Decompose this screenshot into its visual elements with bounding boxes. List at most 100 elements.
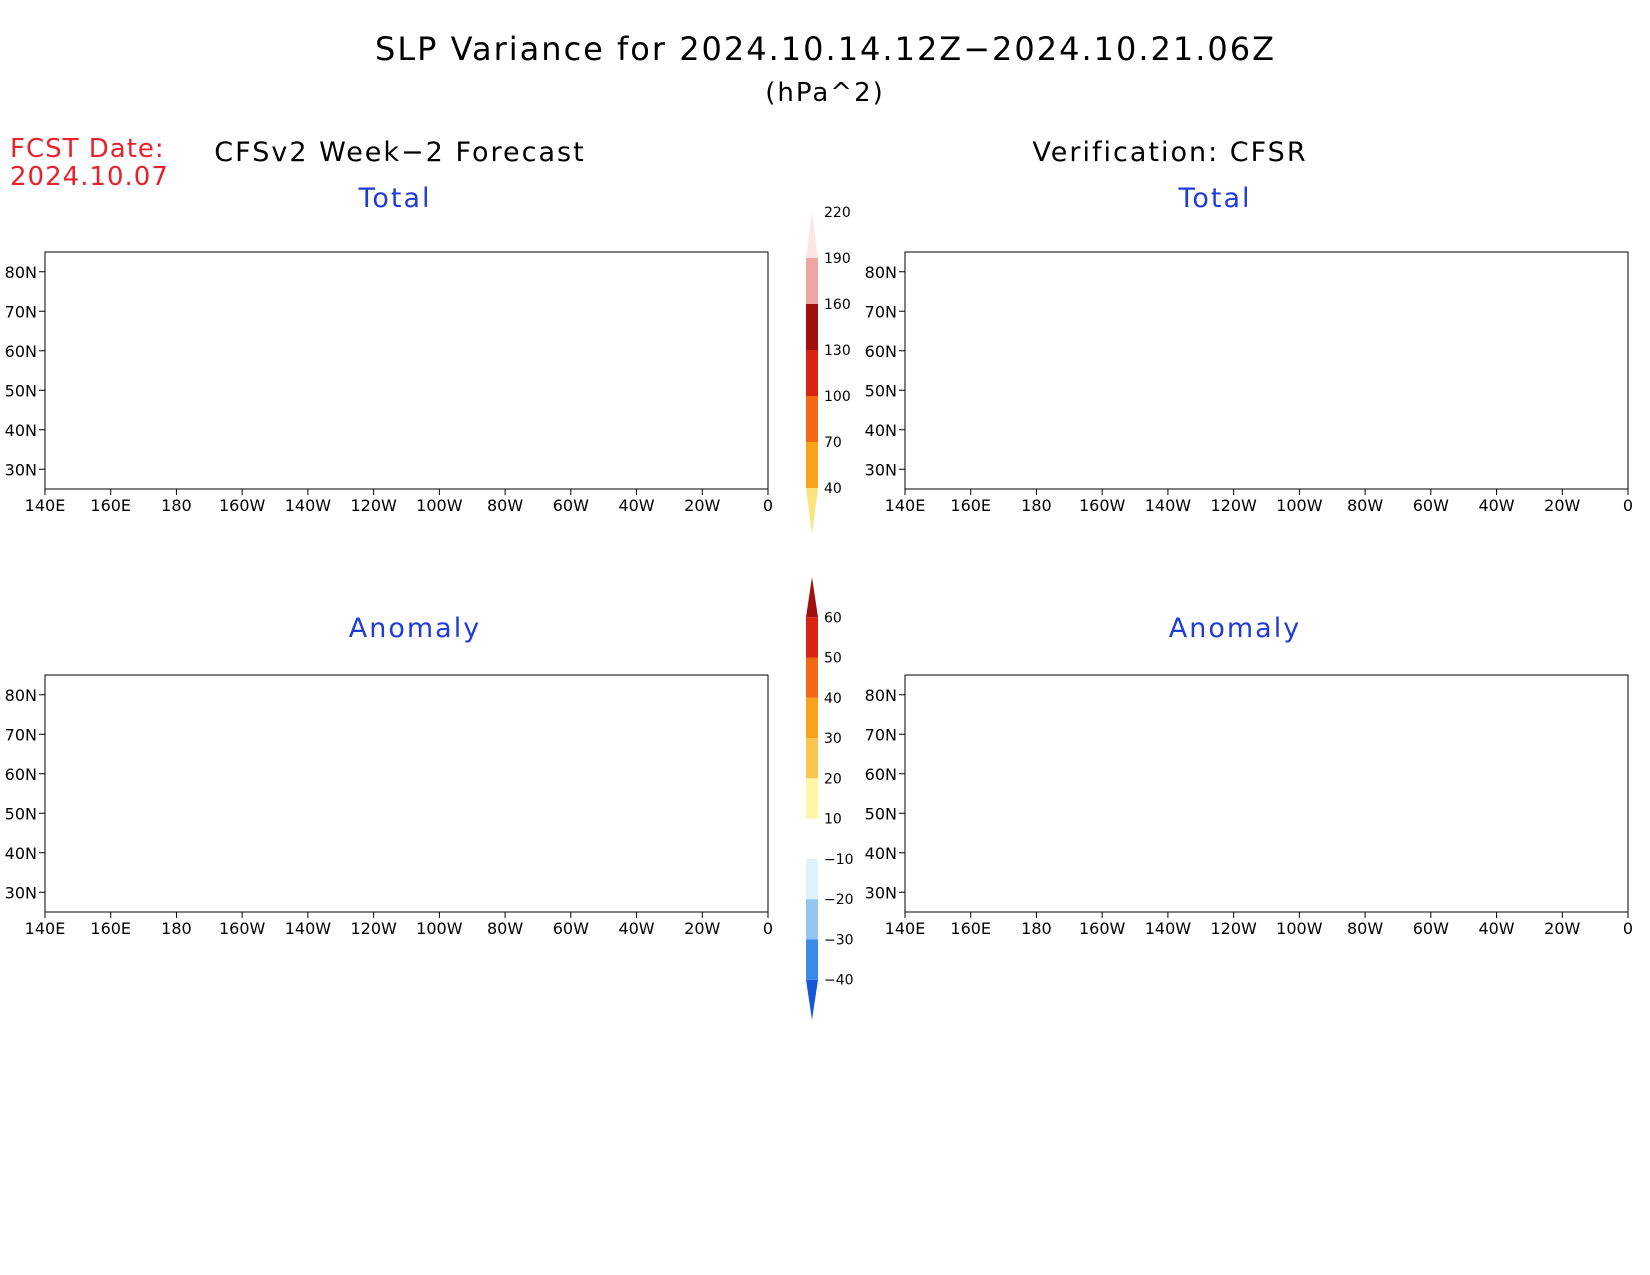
- lon-label: 140E: [25, 496, 66, 515]
- colorbar-swatch: [806, 488, 818, 534]
- lon-label: 180: [1021, 919, 1052, 938]
- colorbar-label: 40: [824, 691, 842, 707]
- verification-anomaly-label: Anomaly: [1168, 613, 1302, 644]
- lon-label: 180: [161, 919, 192, 938]
- lon-label: 40W: [1478, 496, 1514, 515]
- colorbar-label: 60: [824, 610, 842, 626]
- lon-label: 20W: [684, 919, 720, 938]
- lat-label: 60N: [5, 342, 37, 361]
- lon-label: 0: [763, 496, 773, 515]
- lat-label: 50N: [5, 804, 37, 823]
- colorbar-swatch: [806, 697, 818, 739]
- lon-label: 180: [1021, 496, 1052, 515]
- lat-label: 30N: [5, 460, 37, 479]
- verification-total-map: [904, 251, 1629, 490]
- lon-label: 160W: [219, 496, 266, 515]
- colorbar-swatch: [806, 899, 818, 940]
- colorbar-label: 70: [824, 435, 842, 451]
- colorbar-label: 190: [824, 251, 851, 267]
- lat-label: 40N: [5, 421, 37, 440]
- lon-label: 60W: [553, 496, 589, 515]
- lat-label: 70N: [5, 302, 37, 321]
- lon-label: 160E: [950, 496, 991, 515]
- lon-label: 100W: [1276, 919, 1323, 938]
- lon-label: 140W: [285, 919, 332, 938]
- anomaly-colorbar: −40 −30 −20 −10 10 20 30 40 50 60: [806, 577, 854, 1020]
- fcst-date-value: 2024.10.07: [10, 162, 169, 192]
- colorbar-swatch: [806, 939, 818, 980]
- lon-label: 20W: [1544, 919, 1580, 938]
- lon-label: 140E: [885, 496, 926, 515]
- lon-label: 80W: [487, 496, 523, 515]
- lat-label: 30N: [865, 460, 897, 479]
- lon-label: 140W: [285, 496, 332, 515]
- fcst-date-label: FCST Date:: [10, 134, 165, 164]
- lon-label: 160W: [1079, 919, 1126, 938]
- forecast-total-map: [44, 251, 769, 490]
- lat-label: 70N: [865, 302, 897, 321]
- lon-label: 140E: [25, 919, 66, 938]
- lat-label: 80N: [865, 686, 897, 705]
- lon-label: 0: [763, 919, 773, 938]
- lon-label: 160E: [90, 919, 131, 938]
- colorbar-label: 20: [824, 771, 842, 787]
- colorbar-swatch: [806, 577, 818, 618]
- lat-label: 60N: [5, 765, 37, 784]
- lon-label: 80W: [1347, 919, 1383, 938]
- verification-header: Verification: CFSR: [1032, 137, 1308, 168]
- colorbar-label: 30: [824, 731, 842, 747]
- colorbar-swatch: [806, 657, 818, 698]
- lon-label: 20W: [1544, 496, 1580, 515]
- lon-label: 140W: [1145, 919, 1192, 938]
- lat-label: 40N: [5, 844, 37, 863]
- colorbar-label: −40: [824, 973, 854, 989]
- lon-label: 160E: [90, 496, 131, 515]
- lon-label: 100W: [416, 496, 463, 515]
- lon-label: 0: [1623, 496, 1633, 515]
- lon-label: 60W: [1413, 919, 1449, 938]
- lon-label: 100W: [1276, 496, 1323, 515]
- forecast-anomaly-map: [44, 674, 769, 913]
- lat-label: 40N: [865, 421, 897, 440]
- lon-label: 120W: [1210, 496, 1257, 515]
- lon-label: 60W: [1413, 496, 1449, 515]
- lat-label: 80N: [865, 263, 897, 282]
- lon-label: 0: [1623, 919, 1633, 938]
- lat-label: 70N: [5, 725, 37, 744]
- colorbar-swatch: [806, 212, 818, 258]
- colorbar-label: 100: [824, 389, 851, 405]
- lon-label: 120W: [1210, 919, 1257, 938]
- colorbar-swatch: [806, 818, 818, 859]
- lat-label: 50N: [865, 804, 897, 823]
- lon-label: 40W: [618, 919, 654, 938]
- lon-label: 40W: [618, 496, 654, 515]
- colorbar-label: 160: [824, 297, 851, 313]
- lon-label: 120W: [350, 496, 397, 515]
- main-title: SLP Variance for 2024.10.14.12Z−2024.10.…: [375, 30, 1277, 68]
- lon-label: 140E: [885, 919, 926, 938]
- lat-label: 50N: [5, 381, 37, 400]
- lon-label: 140W: [1145, 496, 1192, 515]
- lon-label: 80W: [1347, 496, 1383, 515]
- colorbar-swatch: [806, 442, 818, 488]
- lat-label: 30N: [5, 883, 37, 902]
- colorbar-swatch: [806, 979, 818, 1020]
- colorbar-label: −20: [824, 892, 854, 908]
- lat-label: 50N: [865, 381, 897, 400]
- colorbar-label: 40: [824, 481, 842, 497]
- lat-label: 80N: [5, 263, 37, 282]
- lon-label: 160W: [219, 919, 266, 938]
- lon-label: 120W: [350, 919, 397, 938]
- lon-label: 180: [161, 496, 192, 515]
- colorbar-label: −10: [824, 852, 854, 868]
- verification-total-label: Total: [1178, 183, 1252, 214]
- colorbar-label: 50: [824, 651, 842, 667]
- colorbar-label: −30: [824, 932, 854, 948]
- colorbar-swatch: [806, 738, 818, 779]
- forecast-anomaly-label: Anomaly: [348, 613, 482, 644]
- total-colorbar: 40 70 100 130 160 190 220: [806, 205, 851, 534]
- lat-label: 80N: [5, 686, 37, 705]
- verification-anomaly-map: [904, 674, 1629, 913]
- lon-label: 100W: [416, 919, 463, 938]
- colorbar-label: 10: [824, 812, 842, 828]
